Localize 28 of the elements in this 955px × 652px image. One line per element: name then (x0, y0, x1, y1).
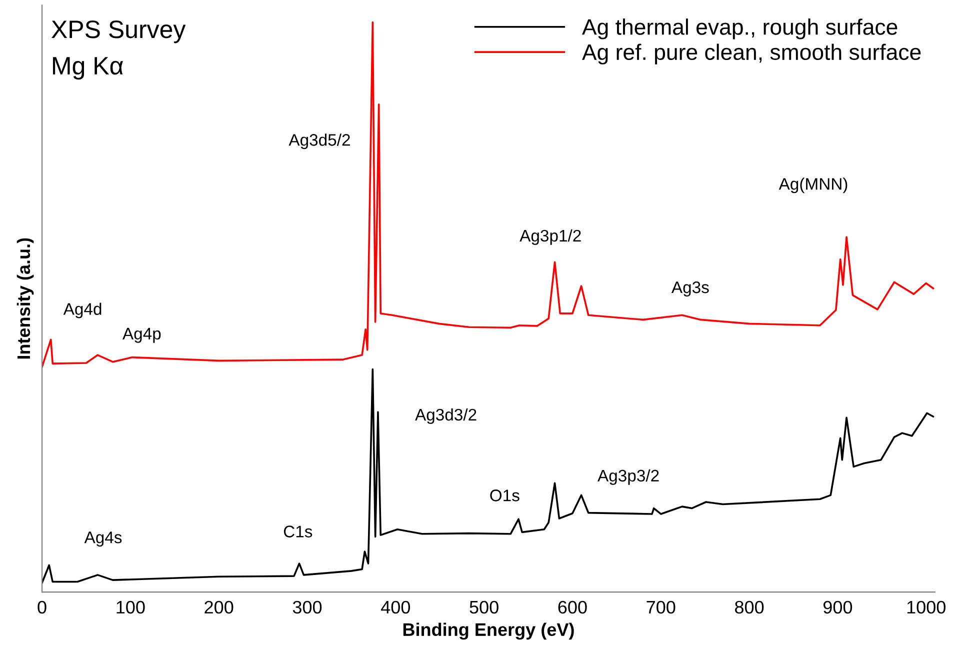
annotation: Mg Kα (53, 57, 124, 80)
x-tick-label: 300 (292, 600, 322, 614)
annotation: Ag3p1/2 (520, 229, 581, 245)
annotation: Ag(MNN) (778, 178, 848, 194)
x-tick-label: 900 (823, 600, 852, 614)
x-tick-label: 500 (470, 600, 498, 614)
annotation: Ag3d3/2 (415, 408, 476, 424)
x-tick-label: 1000 (907, 600, 946, 614)
x-tick-label: 800 (735, 600, 764, 614)
x-tick-label: 200 (204, 600, 234, 614)
x-tick-label: 700 (646, 600, 676, 614)
x-tick-label: 0 (38, 600, 46, 614)
annotation: Ag4p (122, 328, 161, 343)
annotation: XPS Survey (52, 20, 186, 44)
annotation: Ag3p3/2 (598, 469, 659, 485)
annotation: Ag3d5/2 (288, 134, 350, 150)
x-axis-title: Binding Energy (eV) (403, 622, 574, 640)
annotation: C1s (284, 526, 312, 538)
annotation: O1s (490, 490, 520, 502)
y-axis-title: Intensity (a.u.) (16, 238, 34, 359)
legend-label: Ag ref. pure clean, smooth surface (582, 44, 921, 64)
x-tick-label: 600 (558, 600, 587, 614)
legend-label: Ag thermal evap., rough surface (582, 18, 898, 40)
x-tick-label: 100 (116, 600, 145, 614)
x-tick-label: 400 (381, 600, 410, 614)
annotation: Ag4s (84, 532, 122, 547)
annotation: Ag3s (671, 281, 709, 297)
annotation: Ag4d (63, 302, 102, 318)
